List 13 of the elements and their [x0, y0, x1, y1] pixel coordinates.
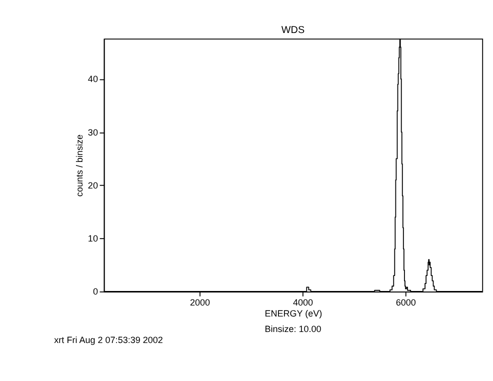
y-tick-label: 10: [88, 233, 98, 244]
x-tick-label: 2000: [190, 297, 210, 308]
x-tick-label: 4000: [292, 297, 314, 308]
text: Binsize: 10.00: [264, 324, 322, 334]
text: xrt Fri Aug 2 07:53:39 2002: [54, 334, 163, 345]
y-tick-label: 40: [88, 74, 98, 84]
y-tick-label: 0: [92, 286, 98, 297]
y-tick-label: 20: [88, 180, 98, 190]
chart-title: WDS: [281, 25, 305, 36]
y-tick-label: 30: [88, 127, 98, 138]
x-tick-label: 6000: [396, 297, 416, 308]
x-axis-title: ENERGY (eV): [264, 308, 322, 318]
y-axis-title: counts / binsize: [74, 134, 85, 197]
